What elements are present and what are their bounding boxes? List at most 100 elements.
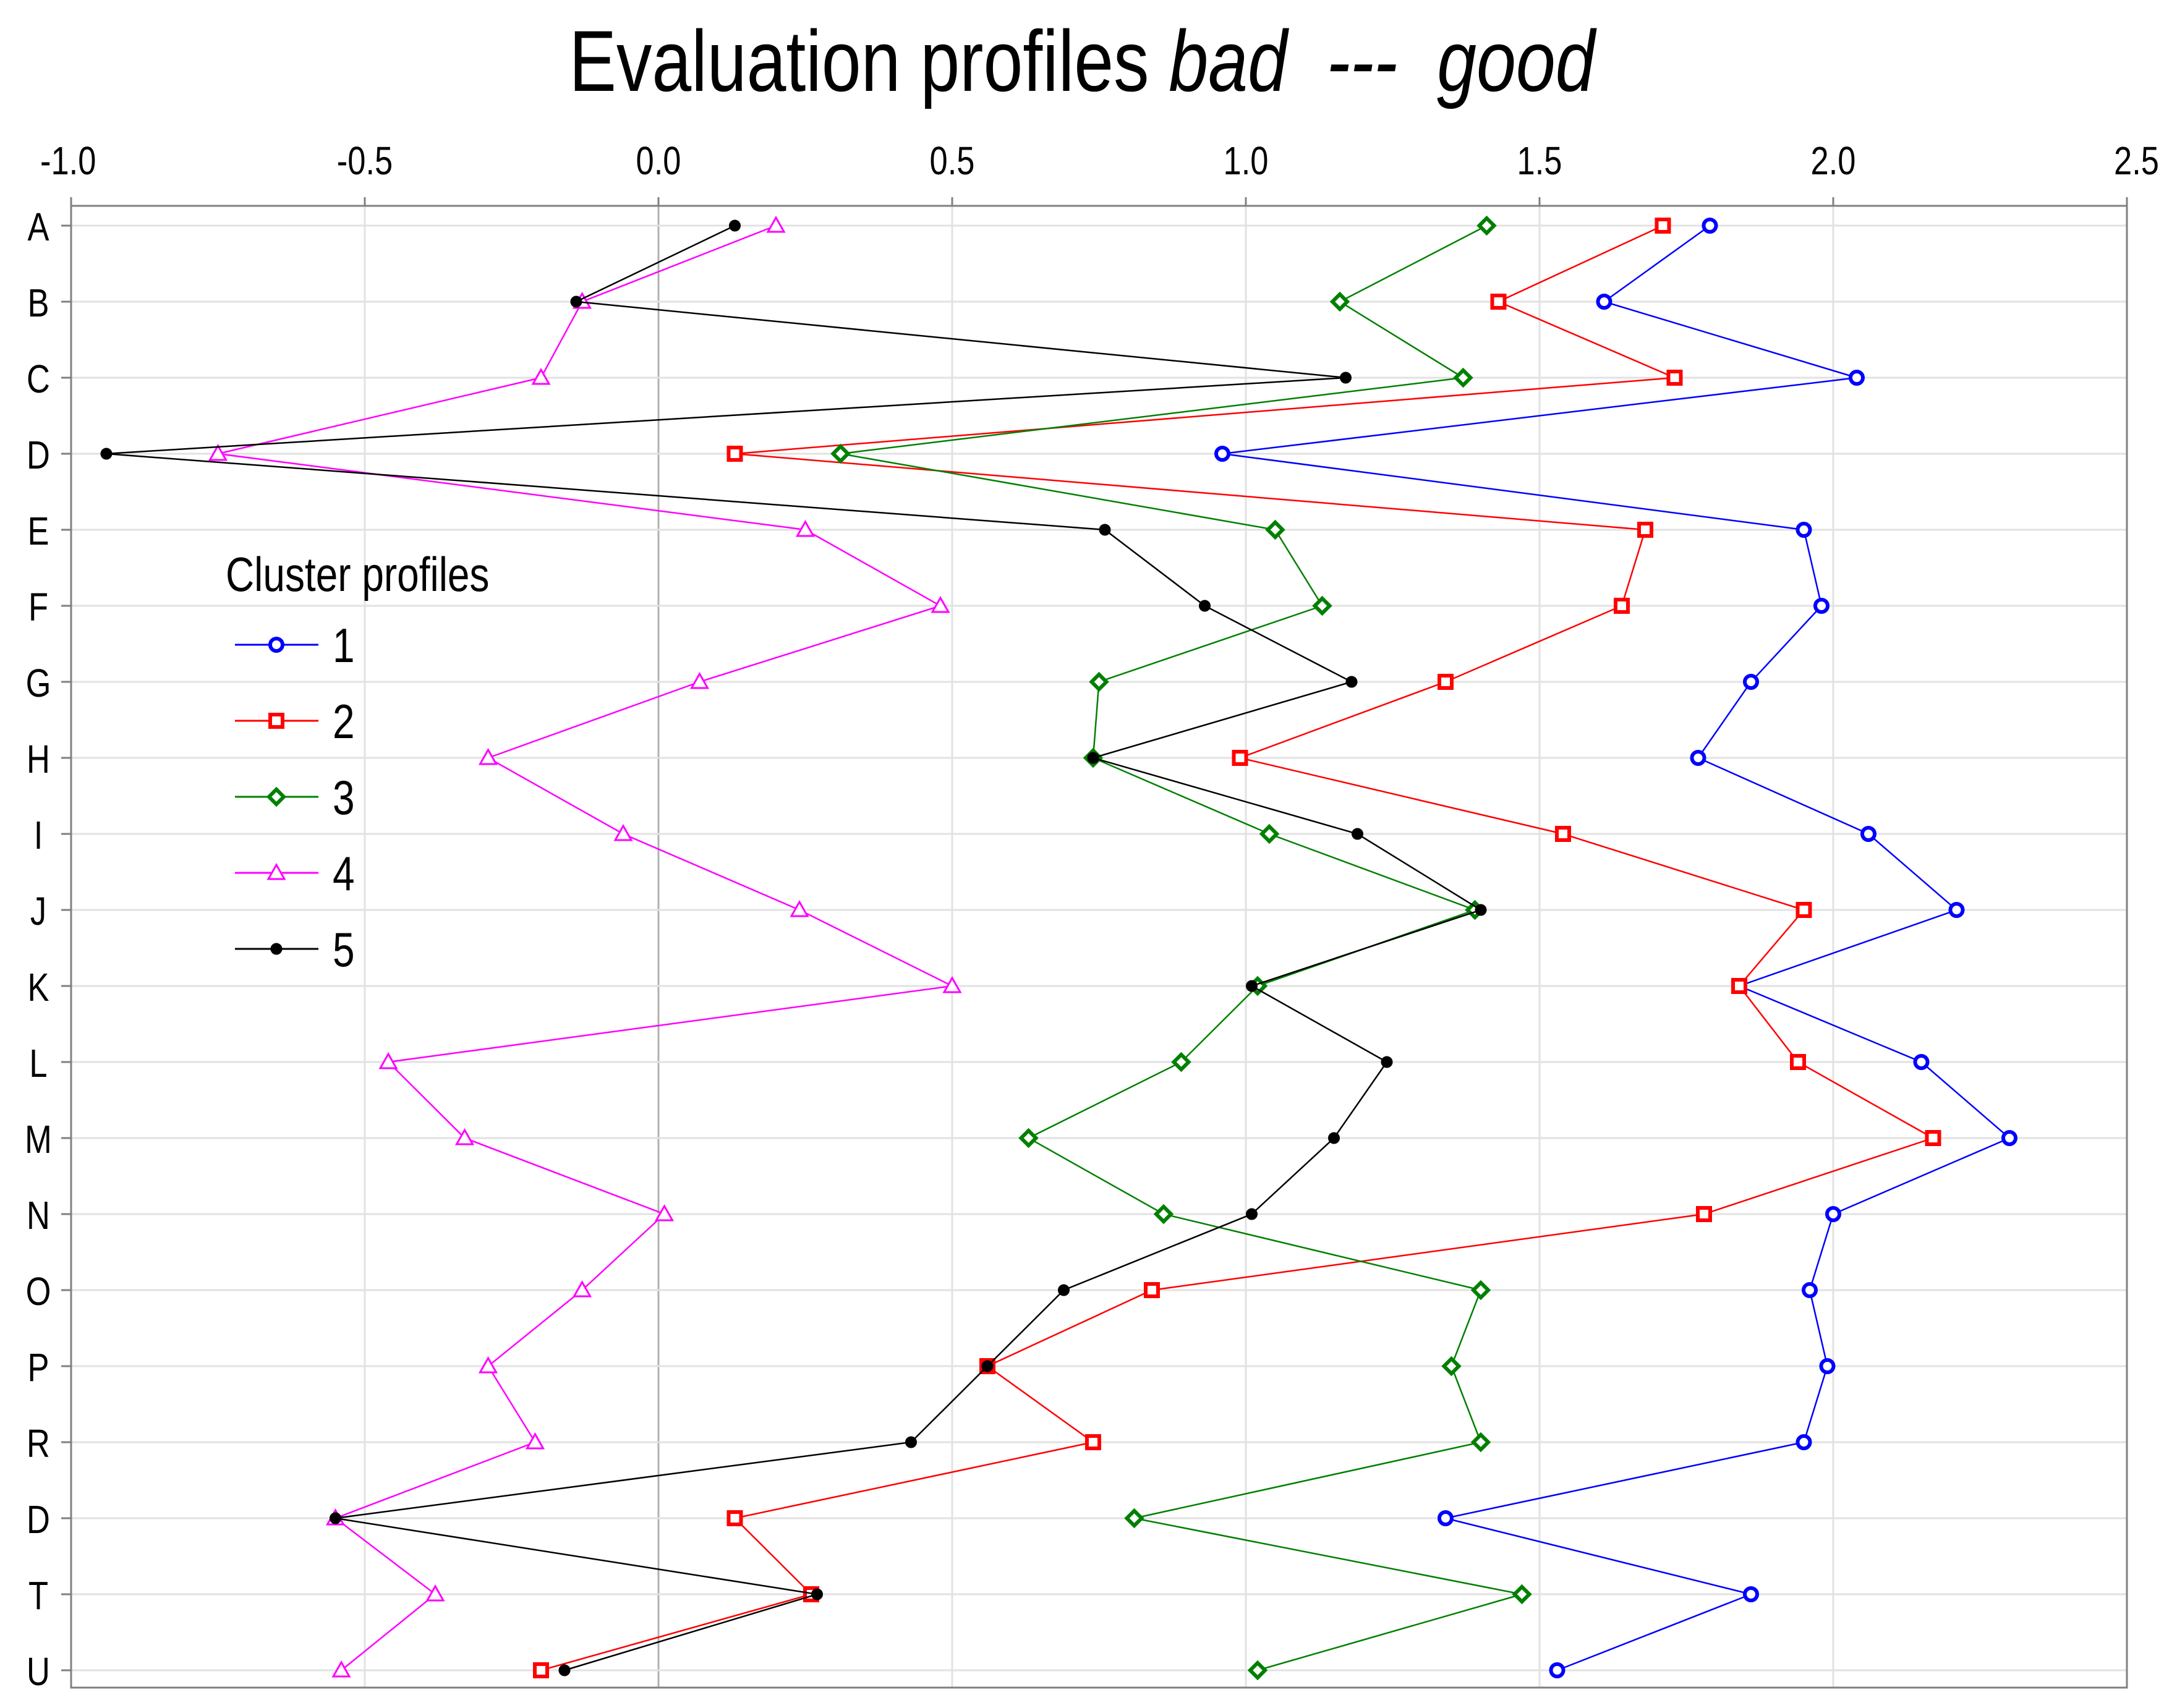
series-group [100,215,2017,1681]
series-2-point [1731,978,1747,994]
series-4-point [331,1660,351,1678]
chart-title-sep: --- [1326,12,1398,109]
series-3-point [1089,671,1109,692]
series-5-point [1328,1132,1340,1144]
grid [70,206,2128,1688]
series-1-point [1860,826,1876,842]
legend-label: 1 [333,619,355,673]
series-3-point [1171,1052,1191,1073]
series-5-point [558,1664,571,1676]
series-2-point [533,1662,549,1678]
legend-item-1: 1 [235,619,355,673]
series-5-point [1246,980,1258,992]
series-1-point [1819,1358,1836,1374]
series-5-point [1099,524,1111,536]
series-3-point [1259,823,1280,844]
series-4-point [478,1356,498,1374]
series-4-point [572,1280,592,1298]
series-4-point [454,1128,475,1145]
series-4-point [208,443,228,461]
series-1-point [1796,1434,1812,1450]
series-4-point [931,595,950,613]
chart-title: Evaluation profiles bad --- good [195,11,1969,111]
series-5-point [1352,828,1363,840]
series-1-point [1743,1586,1759,1602]
series-3-point [1265,519,1285,540]
series-4-point [478,747,498,765]
series-1-point [1743,674,1759,690]
y-tick-label: K [27,966,49,1009]
series-1-point [1913,1054,1930,1070]
series-3-point [1247,1660,1268,1681]
series-1-point [1796,522,1812,538]
series-1-point [1596,294,1612,310]
series-1-point [1214,446,1230,462]
x-tick-label: 0.0 [636,139,681,183]
legend-swatch-marker [268,713,284,729]
series-1 [1214,218,2017,1678]
y-tick-label: T [28,1574,48,1618]
x-tick-label: 0.5 [930,139,975,183]
y-tick-label: H [27,737,50,781]
series-4-line [218,224,955,1671]
plot-frame [70,205,2128,1689]
series-4-point [531,367,551,385]
series-3-line [840,224,1522,1672]
series-5-point [1087,752,1099,764]
legend-label: 4 [333,847,355,901]
y-tick-label: N [27,1194,50,1238]
y-tick-label: C [27,357,50,401]
y-tick-label: E [27,509,49,553]
chart-title-good: good [1437,12,1595,109]
series-2-point [1790,1054,1806,1070]
series-3-point [1453,367,1473,388]
series-3-point [1470,1280,1491,1301]
series-4-point [654,1204,675,1222]
series-2-point [726,1510,743,1526]
series-2-point [1614,598,1630,614]
series-2-point [726,446,743,462]
series-3-point [1476,215,1497,236]
legend-label: 3 [333,771,355,825]
series-3-point [1512,1584,1532,1605]
x-tick-label: 2.5 [2114,139,2159,183]
series-2-point [1144,1282,1160,1298]
y-tick-label: L [29,1042,47,1086]
series-1-point [1549,1662,1565,1678]
series-5-point [1381,1056,1393,1068]
series-4-point [942,975,962,993]
legend-item-3: 3 [235,771,355,825]
x-tick-label: -0.5 [337,139,393,183]
x-tick-label: 2.0 [1811,139,1856,183]
series-2-point [1655,218,1671,234]
y-tick-label: O [26,1270,51,1314]
legend-label: 2 [333,695,355,749]
series-2-point [1490,294,1507,310]
series-3-point [1329,291,1350,312]
legend-swatch-marker [270,943,283,955]
series-1-point [1813,598,1830,614]
y-tick-label: B [27,281,49,325]
legend-swatch-marker [268,637,284,653]
series-4-point [525,1432,545,1450]
series-5-point [1345,676,1358,688]
series-5-point [1340,372,1352,384]
series-3-point [1018,1128,1039,1149]
chart-title-main: Evaluation profiles [569,12,1149,109]
x-tick-label: 1.0 [1224,139,1269,183]
legend-label: 5 [333,923,355,977]
series-1-line [1222,224,2011,1672]
y-tick-label: M [25,1118,52,1162]
y-tick-label: I [34,814,43,857]
series-4-point [378,1052,398,1069]
series-4-point [795,519,816,537]
legend-item-2: 2 [235,695,355,749]
series-2-point [1696,1206,1712,1222]
series-3-point [1312,595,1332,616]
series-4 [208,215,962,1678]
series-5-point [1058,1284,1070,1296]
series-1-point [2001,1130,2017,1146]
series-1-point [1825,1206,1841,1222]
